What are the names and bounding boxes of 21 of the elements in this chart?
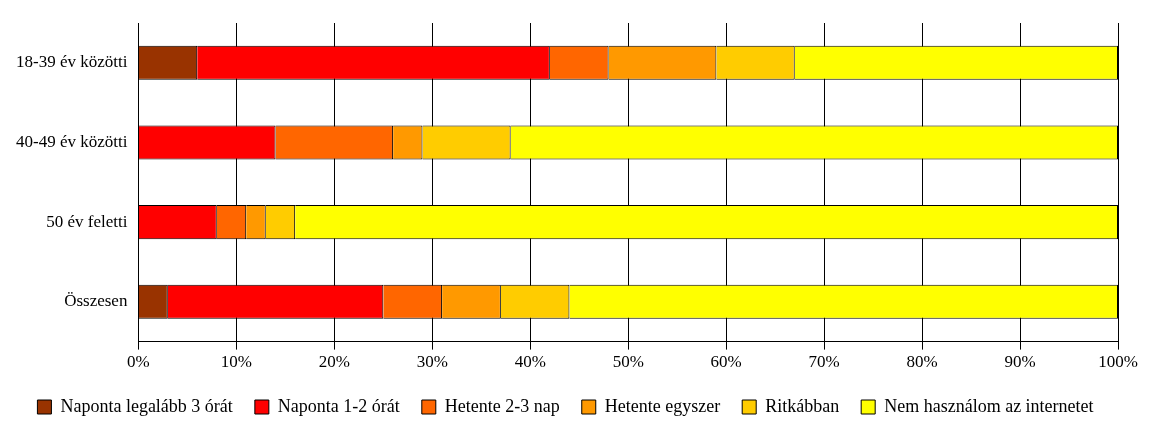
y-tick-label: Összesen [64,291,128,311]
x-tick-label: 0% [127,352,150,372]
x-tick-label: 40% [514,352,546,372]
y-tick-label: 50 év feletti [46,211,128,231]
x-tick-label: 50% [612,352,644,372]
x-tick-label: 30% [416,352,448,372]
x-tick-label: 20% [318,352,350,372]
legend-label: Naponta 1-2 órát [277,395,400,416]
legend-label: Naponta legalább 3 órát [60,395,233,416]
x-tick-label: 90% [1004,352,1036,372]
x-tick-label: 80% [906,352,938,372]
x-tick-label: 60% [710,352,742,372]
x-tick-label: 70% [808,352,840,372]
legend-label: Hetente 2-3 nap [444,395,560,416]
legend-label: Ritkábban [765,395,840,416]
x-tick-label: 100% [1098,352,1138,372]
x-tick-label: 10% [220,352,252,372]
legend-label: Nem használom az internetet [884,395,1094,416]
legend-label: Hetente egyszer [604,395,721,416]
y-tick-label: 40-49 év közötti [16,131,128,151]
y-tick-label: 18-39 év közötti [16,52,128,72]
